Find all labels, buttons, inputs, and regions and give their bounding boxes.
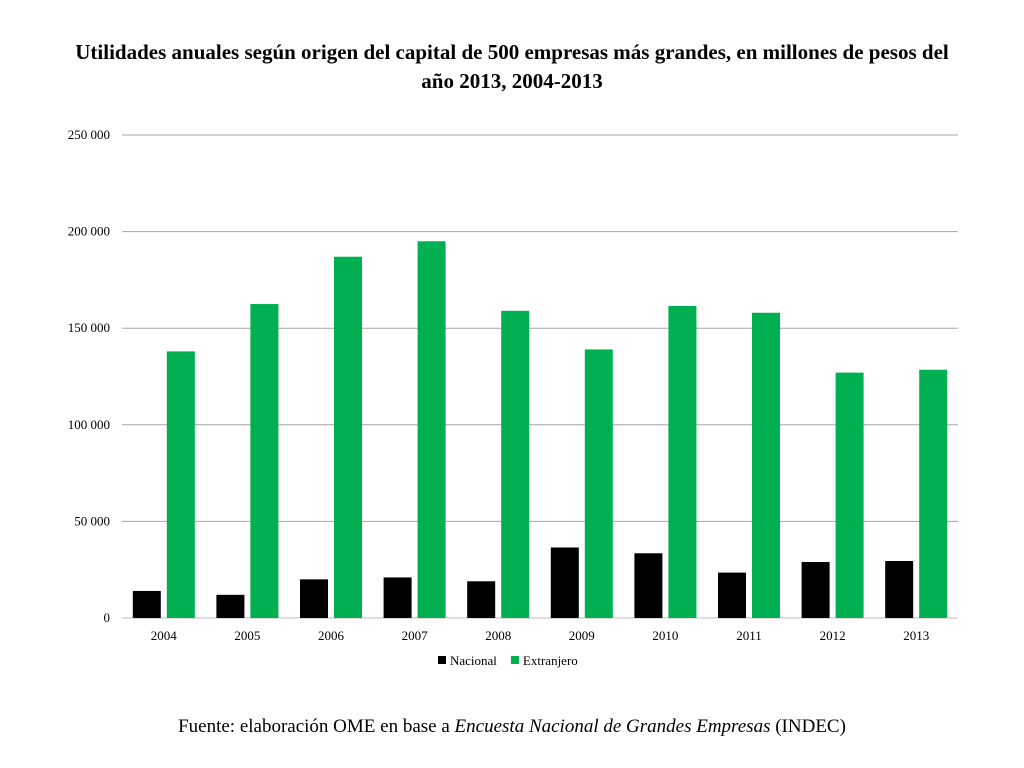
bar-extranjero-2008 [501, 310, 530, 618]
bar-extranjero-2009 [584, 349, 613, 618]
gridlines [122, 134, 958, 619]
chart-title: Utilidades anuales según origen del capi… [75, 40, 949, 93]
bar-nacional-2012 [801, 561, 830, 618]
bar-extranjero-2005 [250, 304, 279, 618]
bar-nacional-2004 [132, 590, 161, 618]
source-suffix: (INDEC) [770, 716, 846, 737]
x-tick-label: 2013 [903, 628, 929, 643]
bar-extranjero-2006 [334, 256, 362, 618]
x-tick-label: 2011 [736, 628, 762, 643]
x-tick-label: 2007 [402, 628, 429, 643]
legend-label: Extranjero [523, 653, 578, 668]
legend: Nacional Extranjero [438, 653, 578, 668]
x-tick-label: 2005 [234, 628, 260, 643]
bar-extranjero-2010 [668, 305, 697, 618]
y-tick-label: 50 000 [74, 513, 110, 528]
bar-nacional-2006 [300, 579, 328, 618]
x-tick-label: 2010 [652, 628, 678, 643]
bar-nacional-2009 [550, 547, 579, 618]
x-tick-label: 2008 [485, 628, 511, 643]
bar-nacional-2010 [634, 553, 663, 618]
bar-nacional-2007 [383, 577, 412, 618]
x-tick-label: 2012 [820, 628, 846, 643]
y-tick-label: 250 000 [68, 127, 110, 142]
legend-swatch [510, 656, 519, 664]
bar-nacional-2005 [216, 594, 245, 618]
source-italic: Encuesta Nacional de Grandes Empresas [454, 716, 771, 737]
bar-extranjero-2012 [835, 372, 864, 618]
legend-label: Nacional [450, 653, 497, 668]
y-tick-label: 100 000 [68, 417, 110, 432]
source-prefix: Fuente: elaboración OME en base a [178, 716, 455, 737]
y-tick-label: 200 000 [68, 224, 110, 239]
x-axis-ticks: 2004 2005 2006 2007 2008 2009 2010 2011 2012 2013 [151, 628, 929, 643]
bars [132, 241, 948, 618]
bar-extranjero-2011 [752, 312, 780, 618]
y-tick-label: 0 [104, 610, 111, 625]
bar-nacional-2008 [467, 581, 496, 618]
x-tick-label: 2009 [569, 628, 595, 643]
bar-nacional-2011 [718, 572, 746, 618]
y-tick-label: 150 000 [68, 320, 110, 335]
source-note: Fuente: elaboración OME en base a Encues… [0, 716, 1024, 738]
x-tick-label: 2006 [318, 628, 345, 643]
bar-extranjero-2007 [417, 241, 446, 618]
bar-extranjero-2013 [919, 369, 948, 618]
bar-extranjero-2004 [166, 351, 195, 618]
legend-swatch [438, 656, 446, 664]
x-tick-label: 2004 [151, 628, 178, 643]
y-axis-ticks: 0 50 000 100 000 150 000 200 000 250 000 [68, 127, 110, 625]
bar-nacional-2013 [885, 561, 914, 618]
